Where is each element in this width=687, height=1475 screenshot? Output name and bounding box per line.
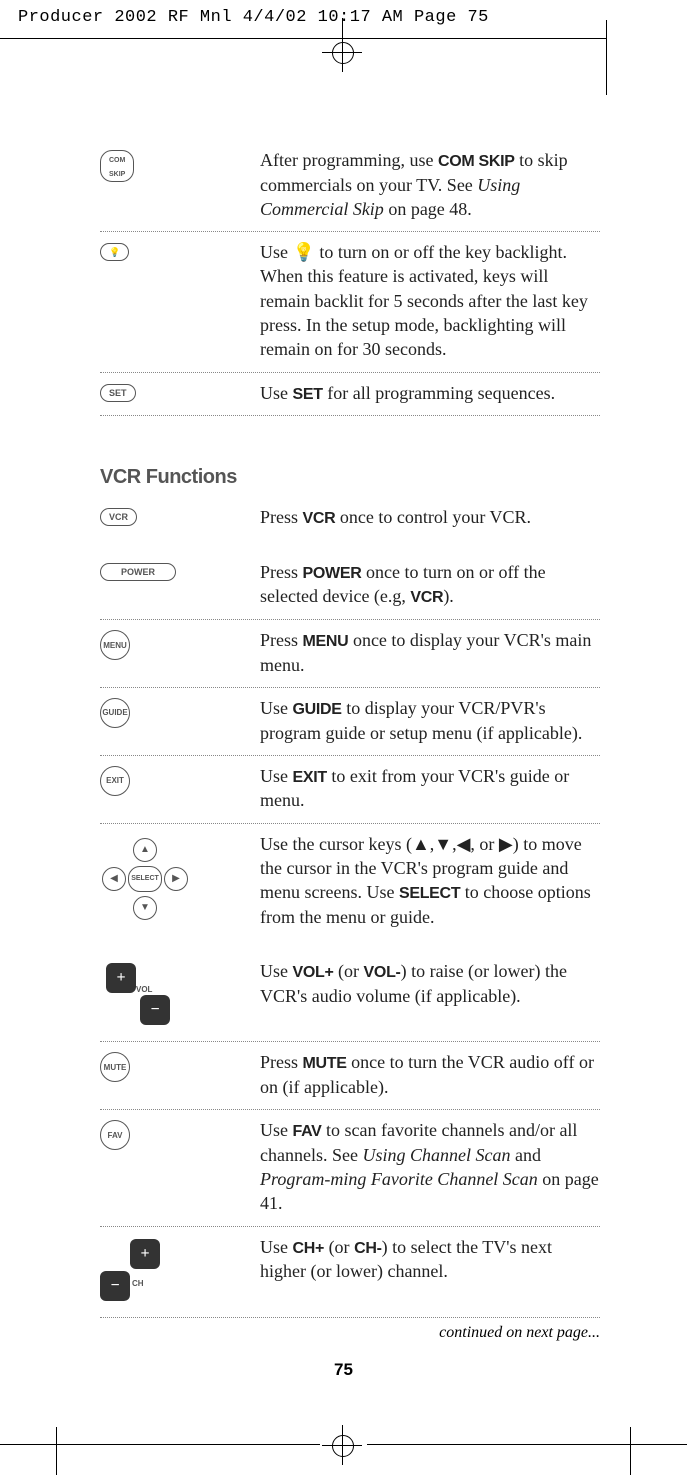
table-row: FAV Use FAV to scan favorite channels and…	[100, 1110, 600, 1226]
table-row: MUTE Press MUTE once to turn the VCR audi…	[100, 1042, 600, 1110]
description-text: Use 💡 to turn on or off the key backligh…	[260, 240, 600, 361]
vcr-button-icon: VCR	[100, 508, 137, 526]
description-text: Use SET for all programming sequences.	[260, 381, 600, 406]
ch-rocker-icon: +−CH	[100, 1237, 180, 1307]
power-button-icon: POWER	[100, 563, 176, 581]
description-text: Use the cursor keys (▲,▼,◀, or ▶) to mov…	[260, 832, 600, 929]
set-button-icon: SET	[100, 384, 136, 402]
description-text: Use CH+ (or CH-) to select the TV's next…	[260, 1235, 600, 1284]
table-row: MENU Press MENU once to display your VCR'…	[100, 620, 600, 688]
cursor-pad-icon: ▲▼◀▶SELECT	[100, 834, 190, 924]
table-row: +−VOL Use VOL+ (or VOL-) to raise (or low…	[100, 951, 600, 1042]
table-row: EXIT Use EXIT to exit from your VCR's gui…	[100, 756, 600, 824]
description-text: Use EXIT to exit from your VCR's guide o…	[260, 764, 600, 813]
vol-rocker-icon: +−VOL	[100, 961, 180, 1031]
table-row: POWER Press POWER once to turn on or off …	[100, 552, 600, 620]
section-title: VCR Functions	[100, 466, 600, 489]
page-number: 75	[0, 1360, 687, 1380]
description-text: Use GUIDE to display your VCR/PVR's prog…	[260, 696, 600, 745]
table-row: VCR Press VCR once to control your VCR.	[100, 497, 600, 552]
table-row: GUIDE Use GUIDE to display your VCR/PVR's…	[100, 688, 600, 756]
description-text: Press MENU once to display your VCR's ma…	[260, 628, 600, 677]
description-text: Use VOL+ (or VOL-) to raise (or lower) t…	[260, 959, 600, 1008]
table-row: COMSKIP After programming, use COM SKIP t…	[100, 140, 600, 232]
continued-text: continued on next page...	[100, 1324, 600, 1342]
description-text: Use FAV to scan favorite channels and/or…	[260, 1118, 600, 1215]
description-text: Press VCR once to control your VCR.	[260, 505, 600, 530]
description-text: Press POWER once to turn on or off the s…	[260, 560, 600, 609]
mute-button-icon: MUTE	[100, 1052, 130, 1082]
description-text: After programming, use COM SKIP to skip …	[260, 148, 600, 221]
table-row: 💡 Use 💡 to turn on or off the key backlig…	[100, 232, 600, 372]
fav-button-icon: FAV	[100, 1120, 130, 1150]
description-text: Press MUTE once to turn the VCR audio of…	[260, 1050, 600, 1099]
💡-button-icon: 💡	[100, 243, 129, 261]
exit-button-icon: EXIT	[100, 766, 130, 796]
table-row: ▲▼◀▶SELECT Use the cursor keys (▲,▼,◀, or…	[100, 824, 600, 951]
menu-button-icon: MENU	[100, 630, 130, 660]
table-row: +−CH Use CH+ (or CH-) to select the TV's …	[100, 1227, 600, 1318]
guide-button-icon: GUIDE	[100, 698, 130, 728]
registration-target-top-icon	[322, 32, 362, 72]
page-content: COMSKIP After programming, use COM SKIP t…	[100, 140, 600, 1342]
table-row: SET Use SET for all programming sequences…	[100, 373, 600, 417]
com-skip-button-icon: COMSKIP	[100, 150, 134, 182]
registration-target-bottom-icon	[322, 1425, 362, 1465]
